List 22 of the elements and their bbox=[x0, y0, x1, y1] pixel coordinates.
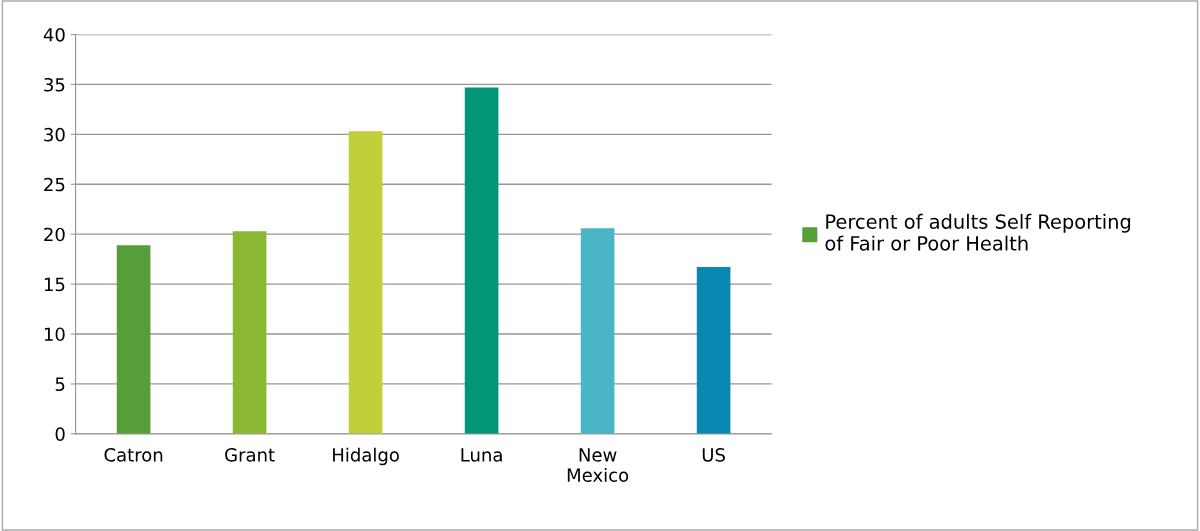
x-tick-label: Luna bbox=[461, 448, 502, 462]
x-tick-label: New Mexico bbox=[567, 448, 629, 482]
x-tick-label: US bbox=[702, 448, 725, 462]
bar bbox=[348, 131, 383, 434]
y-tick-label: 25 bbox=[44, 177, 65, 192]
y-tick-label: 20 bbox=[44, 227, 65, 242]
x-tick-label: Hidalgo bbox=[333, 447, 399, 466]
bar bbox=[696, 267, 731, 434]
y-tick-label: 5 bbox=[55, 377, 65, 392]
legend-label: Percent of adults Self Reporting of Fair or Poor Health bbox=[825, 213, 1131, 251]
bar bbox=[580, 228, 615, 434]
y-tick-label: 10 bbox=[44, 327, 65, 342]
y-tick-label: 0 bbox=[55, 427, 65, 441]
y-tick-label: 30 bbox=[44, 127, 65, 142]
y-tick-label: 15 bbox=[44, 277, 65, 292]
y-tick-label: 40 bbox=[43, 27, 65, 42]
bar bbox=[232, 231, 267, 434]
y-tick-label: 35 bbox=[44, 77, 65, 92]
bar bbox=[116, 245, 151, 434]
x-tick-label: Grant bbox=[225, 448, 275, 462]
x-tick-label: Catron bbox=[104, 448, 163, 462]
bar bbox=[464, 87, 499, 434]
